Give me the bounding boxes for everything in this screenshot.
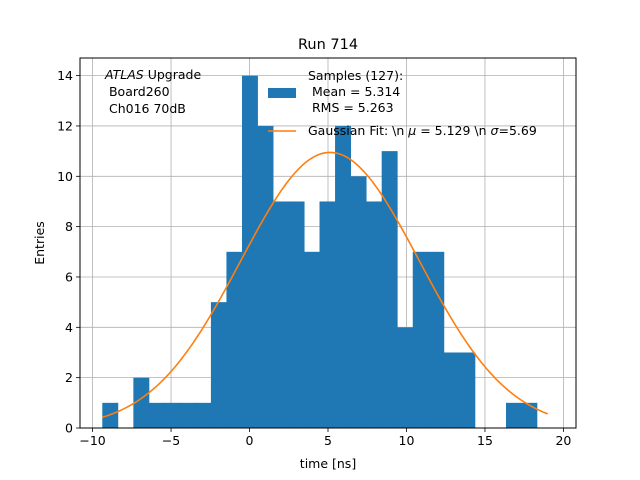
histogram-bar bbox=[443, 352, 460, 428]
annotation-channel: Ch016 70dB bbox=[105, 101, 186, 116]
x-tick-label: 20 bbox=[555, 433, 571, 448]
histogram-bar bbox=[459, 352, 476, 428]
y-axis-ticks: 0 2 4 6 8 10 12 14 bbox=[57, 68, 80, 436]
legend-fit-mu: μ bbox=[407, 123, 416, 138]
legend-hist-line: Samples (127): bbox=[308, 68, 403, 83]
x-tick-label: 15 bbox=[477, 433, 493, 448]
y-axis-label: Entries bbox=[32, 221, 47, 265]
legend-hist-swatch bbox=[268, 88, 296, 98]
x-axis-label: time [ns] bbox=[300, 456, 356, 471]
histogram-bar bbox=[366, 201, 383, 428]
histogram-bar bbox=[210, 302, 227, 428]
histogram-bar bbox=[412, 251, 429, 428]
histogram-bar bbox=[381, 151, 398, 428]
histogram-bar bbox=[148, 402, 165, 428]
histogram-bar bbox=[350, 176, 367, 428]
histogram-bar bbox=[505, 402, 522, 428]
histogram-bar bbox=[288, 201, 305, 428]
legend-hist-line: Mean = 5.314 bbox=[308, 84, 400, 99]
histogram-bar bbox=[257, 125, 274, 429]
histogram-bar bbox=[195, 402, 212, 428]
x-axis-ticks: −10 −5 0 5 10 15 20 bbox=[79, 428, 571, 448]
histogram-bar bbox=[521, 402, 538, 428]
histogram-bar bbox=[241, 75, 258, 428]
y-tick-label: 14 bbox=[57, 68, 73, 83]
annotation-board: Board260 bbox=[105, 84, 170, 99]
x-tick-label: −5 bbox=[162, 433, 180, 448]
atlas-annotation: ATLAS Upgrade Board260 Ch016 70dB bbox=[104, 67, 201, 116]
x-tick-label: −10 bbox=[79, 433, 105, 448]
histogram-bar bbox=[179, 402, 196, 428]
chart-title: Run 714 bbox=[298, 37, 358, 53]
y-tick-label: 10 bbox=[57, 169, 73, 184]
legend-hist-label: Samples (127): Mean = 5.314 RMS = 5.263 bbox=[308, 68, 403, 115]
annotation-atlas: ATLAS bbox=[104, 67, 144, 82]
histogram-bar bbox=[273, 201, 290, 428]
y-tick-label: 6 bbox=[65, 269, 73, 284]
legend-hist-line: RMS = 5.263 bbox=[308, 100, 394, 115]
legend-fit-sigma: =5.69 bbox=[498, 123, 536, 138]
annotation-upgrade: Upgrade bbox=[144, 67, 202, 82]
y-tick-label: 12 bbox=[57, 118, 73, 133]
legend-fit-prefix: Gaussian Fit: \n bbox=[308, 123, 408, 138]
y-tick-label: 2 bbox=[65, 370, 73, 385]
y-tick-label: 0 bbox=[65, 421, 73, 436]
histogram-bar bbox=[335, 125, 352, 429]
gaussian-fit-curve bbox=[102, 151, 549, 419]
x-tick-label: 5 bbox=[324, 433, 332, 448]
y-tick-label: 8 bbox=[65, 219, 73, 234]
y-tick-label: 4 bbox=[65, 320, 73, 335]
histogram-bar bbox=[304, 251, 320, 428]
legend-fit-mean: = 5.129 \n bbox=[416, 123, 490, 138]
histogram-bars bbox=[102, 75, 538, 429]
histogram-bar bbox=[397, 327, 414, 428]
histogram-bar bbox=[428, 251, 445, 428]
histogram-bar bbox=[319, 201, 336, 428]
histogram-bar bbox=[226, 251, 243, 428]
x-tick-label: 10 bbox=[399, 433, 415, 448]
x-tick-label: 0 bbox=[246, 433, 254, 448]
legend-fit-label: Gaussian Fit: \n μ = 5.129 \n σ=5.69 bbox=[308, 123, 537, 138]
histogram-bar bbox=[164, 402, 181, 428]
annotation-line-1: ATLAS Upgrade bbox=[104, 67, 201, 82]
histogram-bar bbox=[133, 377, 150, 428]
legend-fit-sigma-symbol: σ bbox=[491, 123, 500, 138]
legend: Samples (127): Mean = 5.314 RMS = 5.263 … bbox=[268, 68, 537, 138]
